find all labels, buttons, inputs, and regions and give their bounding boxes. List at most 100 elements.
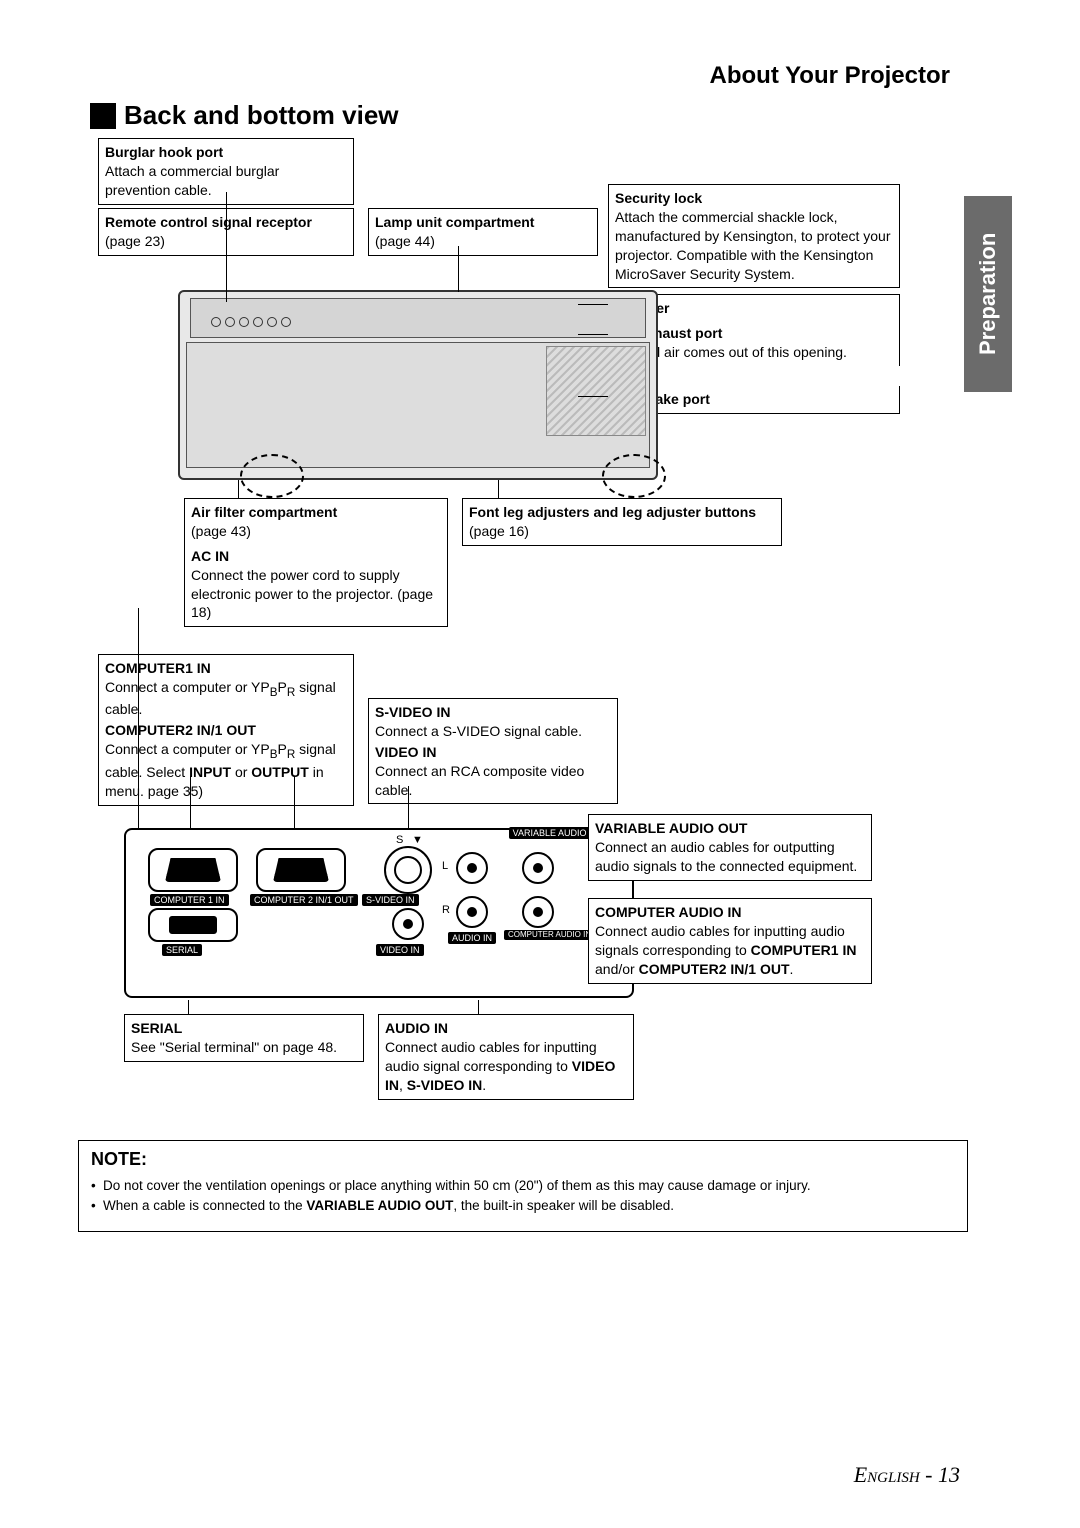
section-marker-square — [90, 103, 116, 129]
letter-r: R — [442, 904, 450, 916]
callout-title: Air filter compartment — [191, 503, 441, 522]
leader-line — [226, 246, 227, 302]
callout-title: AUDIO IN — [385, 1019, 627, 1038]
note-title: NOTE: — [91, 1149, 955, 1170]
footer-page: 13 — [938, 1462, 960, 1487]
letter-l: L — [442, 860, 448, 872]
note-list: Do not cover the ventilation openings or… — [91, 1176, 955, 1217]
section-title: Back and bottom view — [124, 100, 399, 131]
callout-title: AC IN — [191, 547, 441, 566]
callout-text: Attach the commercial shackle lock, manu… — [615, 208, 893, 284]
text: , the built-in speaker will be disabled. — [453, 1198, 674, 1213]
text: . — [482, 1077, 486, 1093]
callout-title: COMPUTER AUDIO IN — [595, 903, 865, 922]
text: , — [399, 1077, 407, 1093]
callout-text: (page 43) — [191, 522, 441, 541]
text: and/or — [595, 961, 639, 977]
leader-line — [294, 776, 295, 836]
port-dot — [225, 317, 235, 327]
din-inner — [394, 856, 422, 884]
bold: COMPUTER1 IN — [751, 942, 857, 958]
callout-title: COMPUTER2 IN/1 OUT — [105, 721, 347, 740]
leader-line — [478, 1000, 479, 1014]
bold: OUTPUT — [251, 764, 309, 780]
leg-circle-right — [602, 454, 666, 498]
projector-port-row — [211, 311, 411, 335]
bold: INPUT — [189, 764, 231, 780]
leader-line — [578, 304, 608, 305]
rca-audio-l1 — [456, 852, 488, 884]
projector-vent — [546, 346, 646, 436]
callout-serial: SERIAL See "Serial terminal" on page 48. — [124, 1014, 364, 1062]
leader-line — [238, 480, 239, 498]
port-dot — [211, 317, 221, 327]
callout-title: VIDEO IN — [375, 743, 611, 762]
rca-audio-r2 — [522, 896, 554, 928]
callout-text: (page 16) — [469, 522, 775, 541]
callout-text: Connect an audio cables for outputting a… — [595, 838, 865, 876]
leader-line — [188, 1000, 189, 1014]
leader-line — [190, 776, 191, 836]
port-label-videoin: VIDEO IN — [376, 944, 424, 956]
callout-comp1-comp2: COMPUTER1 IN Connect a computer or YPBPR… — [98, 654, 354, 806]
vga-shape — [273, 858, 329, 882]
callout-text: See "Serial terminal" on page 48. — [131, 1038, 357, 1057]
callout-lamp: Lamp unit compartment (page 44) — [368, 208, 598, 256]
callout-title: SERIAL — [131, 1019, 357, 1038]
rca-audio-r1 — [456, 896, 488, 928]
leg-circle-left — [240, 454, 304, 498]
callout-title: S-VIDEO IN — [375, 703, 611, 722]
footer-language: English — [854, 1462, 920, 1487]
callout-title: Security lock — [615, 189, 893, 208]
callout-svideo-video: S-VIDEO IN Connect a S-VIDEO signal cabl… — [368, 698, 618, 804]
callout-text: Connect a computer or YPBPR signal cable… — [105, 678, 347, 719]
note-item: Do not cover the ventilation openings or… — [91, 1176, 955, 1196]
callout-text: (page 44) — [375, 232, 591, 251]
text: P — [278, 679, 287, 695]
callout-text: Connect a computer or YPBPR signal cable… — [105, 740, 347, 800]
port-dot — [267, 317, 277, 327]
serial-port — [148, 908, 238, 942]
leader-line — [138, 608, 139, 828]
svideo-port — [384, 846, 432, 894]
callout-title: Lamp unit compartment — [375, 213, 591, 232]
text: Connect audio cables for inputting audio… — [385, 1039, 597, 1074]
page-title: About Your Projector — [710, 62, 950, 90]
callout-compaudio: COMPUTER AUDIO IN Connect audio cables f… — [588, 898, 872, 984]
text: . — [790, 961, 794, 977]
port-dot — [239, 317, 249, 327]
rca-audio-l2 — [522, 852, 554, 884]
port-label-comp2: COMPUTER 2 IN/1 OUT — [250, 894, 358, 906]
sub: R — [287, 748, 295, 761]
port-label-svideo: S-VIDEO IN — [362, 894, 419, 906]
callout-title: COMPUTER1 IN — [105, 659, 347, 678]
rca-video — [392, 908, 424, 940]
port-label-compaudio: COMPUTER AUDIO IN — [504, 930, 595, 940]
letter-s: S — [396, 834, 403, 846]
callout-text: Connect a S-VIDEO signal cable. — [375, 722, 611, 741]
vga-shape — [165, 858, 221, 882]
bold: COMPUTER2 IN/1 OUT — [639, 961, 790, 977]
leader-line — [408, 786, 409, 830]
callout-filter-acin: Air filter compartment (page 43) AC IN C… — [184, 498, 448, 627]
callout-title: VARIABLE AUDIO OUT — [595, 819, 865, 838]
leader-line — [458, 246, 459, 292]
text: Connect a computer or YP — [105, 741, 270, 757]
projector-graphic — [178, 290, 658, 480]
connector-panel: S ▼ L R COMPUTER 1 IN COMPUTER 2 IN/1 OU… — [124, 828, 634, 998]
callout-security: Security lock Attach the commercial shac… — [608, 184, 900, 288]
text: When a cable is connected to the — [103, 1198, 306, 1213]
bold: VARIABLE AUDIO OUT — [306, 1198, 453, 1213]
port-label-audioin: AUDIO IN — [448, 932, 496, 944]
vga-port-comp2 — [256, 848, 346, 892]
serial-shape — [169, 916, 217, 934]
sub: B — [270, 748, 278, 761]
port-dot — [253, 317, 263, 327]
text: Connect a computer or YP — [105, 679, 270, 695]
leader-line — [578, 334, 608, 335]
callout-text: Connect audio cables for inputting audio… — [595, 922, 865, 979]
bold: S-VIDEO IN — [407, 1077, 482, 1093]
callout-text: Connect audio cables for inputting audio… — [385, 1038, 627, 1095]
text: or — [231, 764, 251, 780]
sub: R — [287, 686, 295, 699]
